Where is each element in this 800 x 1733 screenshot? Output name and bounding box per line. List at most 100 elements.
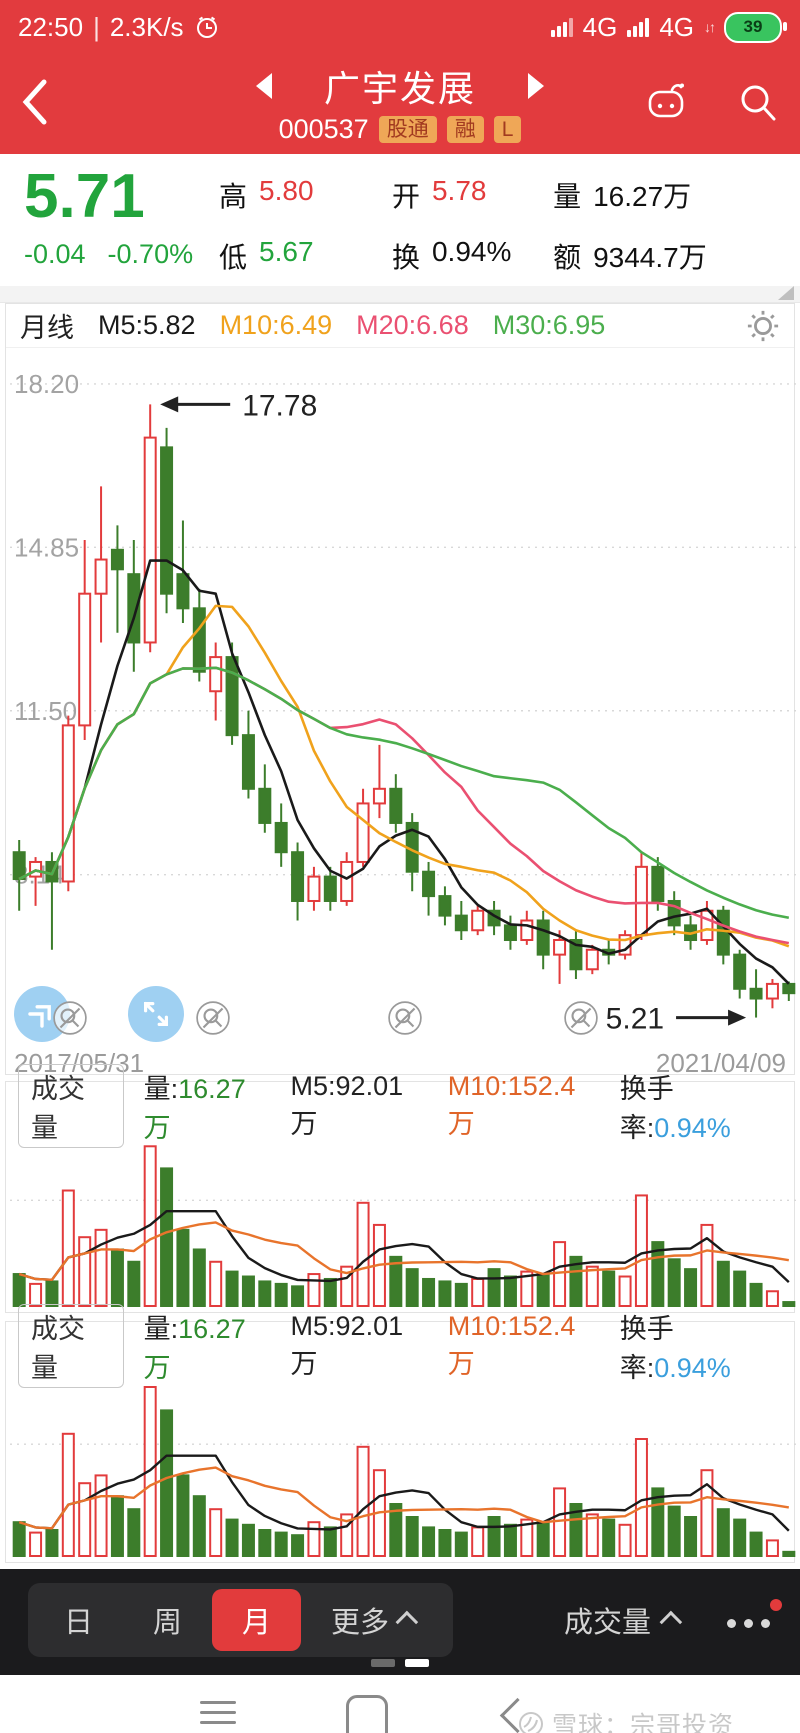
tab-more-label: 更多 xyxy=(331,1607,390,1639)
network-speed: 2.3K/s xyxy=(109,11,184,42)
alarm-clock-icon xyxy=(194,14,220,40)
system-navbar: 雪球：宗哥投资 xyxy=(0,1675,800,1733)
ma10-legend: M10:6.49 xyxy=(219,310,333,340)
volume-chart[interactable] xyxy=(6,1366,800,1562)
field-value-volume: 16.27万 xyxy=(593,180,692,212)
network-type-1: 4G xyxy=(582,11,618,42)
xueqiu-logo-icon xyxy=(518,1711,544,1733)
page-indicator xyxy=(0,1659,800,1667)
zoom-disabled-icon[interactable] xyxy=(195,1000,231,1036)
kline-legend: 月线 M5:5.82 M10:6.49 M20:6.68 M30:6.95 xyxy=(6,304,794,348)
price-change-percent: -0.70% xyxy=(107,239,194,270)
signal-bars-icon xyxy=(550,17,573,37)
watermark: 雪球：宗哥投资 xyxy=(518,1706,734,1733)
indicator-selector-label: 成交量 xyxy=(563,1607,651,1639)
price-change: -0.04 xyxy=(24,239,86,270)
clock-time: 22:50 xyxy=(18,11,84,42)
badge-l: L xyxy=(493,115,522,144)
recents-button[interactable] xyxy=(200,1701,236,1724)
volume-ma10-legend: M10:152.4万 xyxy=(447,1311,576,1379)
field-label-low: 低 xyxy=(219,241,248,273)
next-stock-button[interactable] xyxy=(528,73,544,99)
turnover-label: 换手率: xyxy=(619,1074,674,1143)
field-value-amount: 9344.7万 xyxy=(593,241,707,273)
chevron-up-icon xyxy=(395,1610,419,1634)
zoom-disabled-icon[interactable] xyxy=(387,1000,423,1036)
resize-handle-icon[interactable] xyxy=(778,286,794,300)
tab-month[interactable]: 月 xyxy=(212,1589,302,1651)
period-label[interactable]: 月线 xyxy=(20,313,74,343)
svg-text:11.50: 11.50 xyxy=(14,696,77,726)
field-label-turnover: 换 xyxy=(391,241,420,273)
status-separator: | xyxy=(93,11,100,42)
kline-date-range: 2017/05/31 2021/04/09 xyxy=(6,1048,794,1078)
volume-label: 量: xyxy=(143,1314,179,1344)
turnover-value: 0.94% xyxy=(654,1113,731,1143)
ma30-legend: M30:6.95 xyxy=(492,310,606,340)
period-segmented-control: 日 周 月 更多 xyxy=(28,1583,454,1657)
svg-text:17.78: 17.78 xyxy=(242,389,317,422)
svg-text:18.20: 18.20 xyxy=(14,369,79,399)
badge-stock-connect: 股通 xyxy=(378,115,437,144)
field-value-turnover: 0.94% xyxy=(431,235,512,267)
stock-code: 000537 xyxy=(278,114,369,144)
tab-day[interactable]: 日 xyxy=(64,1607,94,1639)
robot-assistant-button[interactable] xyxy=(642,80,690,124)
volume-indicator-button[interactable]: 成交量 xyxy=(18,1304,124,1388)
volume-value: 16.27万 xyxy=(143,1074,246,1143)
tab-week[interactable]: 周 xyxy=(153,1607,183,1639)
ma20-legend: M20:6.68 xyxy=(356,310,469,340)
field-value-high: 5.80 xyxy=(259,174,314,206)
field-value-open: 5.78 xyxy=(431,174,487,206)
network-type-2: 4G xyxy=(659,11,694,42)
ma5-legend: M5:5.82 xyxy=(98,310,196,340)
stock-title: 广宇发展 xyxy=(323,68,476,109)
zoom-disabled-icon[interactable] xyxy=(563,1000,599,1036)
badge-margin: 融 xyxy=(446,115,484,144)
last-price: 5.71 xyxy=(24,162,145,231)
field-value-low: 5.67 xyxy=(259,235,314,267)
field-label-amount: 额 xyxy=(553,241,582,273)
volume-ma5-legend: M5:92.01万 xyxy=(290,1311,404,1379)
fullscreen-button[interactable] xyxy=(128,986,184,1042)
status-bar: 22:50 | 2.3K/s 4G 4G ↓↑ 39 xyxy=(0,0,800,54)
search-button[interactable] xyxy=(736,80,780,124)
end-date: 2021/04/09 xyxy=(655,1048,786,1078)
divider-strip xyxy=(0,286,800,303)
volume-label: 量: xyxy=(143,1074,179,1104)
volume-value: 16.27万 xyxy=(143,1314,246,1383)
field-label-open: 开 xyxy=(391,180,420,212)
volume-panel-1: 成交量 量:16.27万 M5:92.01万 M10:152.4万 换手率:0.… xyxy=(5,1064,800,1313)
more-options-button[interactable] xyxy=(727,1598,782,1628)
battery-percent: 39 xyxy=(743,17,763,36)
data-arrows-icon: ↓↑ xyxy=(704,19,716,35)
notification-dot xyxy=(770,1598,782,1611)
svg-text:14.85: 14.85 xyxy=(14,532,79,562)
indicator-selector[interactable]: 成交量 xyxy=(563,1599,683,1641)
volume-panel-2: 成交量 量:16.27万 M5:92.01万 M10:152.4万 换手率:0.… xyxy=(5,1304,800,1563)
watermark-text: 雪球：宗哥投资 xyxy=(551,1712,734,1733)
turnover-value: 0.94% xyxy=(654,1353,731,1383)
signal-bars-icon xyxy=(627,17,650,37)
volume-indicator-button[interactable]: 成交量 xyxy=(18,1064,124,1148)
start-date: 2017/05/31 xyxy=(14,1048,145,1078)
chart-settings-gear-icon[interactable] xyxy=(746,309,780,343)
volume-ma5-legend: M5:92.01万 xyxy=(290,1071,404,1139)
app-header: 广宇发展 000537 股通 融 L xyxy=(0,54,800,154)
turnover-label: 换手率: xyxy=(619,1314,674,1383)
prev-stock-button[interactable] xyxy=(255,73,272,99)
period-tab-bar: 日 周 月 更多 成交量 xyxy=(0,1569,800,1675)
back-button[interactable] xyxy=(14,76,58,128)
field-label-volume: 量 xyxy=(553,180,582,212)
svg-text:5.21: 5.21 xyxy=(606,1003,664,1036)
volume-ma10-legend: M10:152.4万 xyxy=(447,1071,576,1139)
field-label-high: 高 xyxy=(219,180,248,212)
volume-chart[interactable] xyxy=(6,1126,800,1312)
home-button[interactable] xyxy=(346,1695,388,1733)
tab-more[interactable]: 更多 xyxy=(301,1589,447,1651)
zoom-disabled-icon[interactable] xyxy=(52,1000,88,1036)
